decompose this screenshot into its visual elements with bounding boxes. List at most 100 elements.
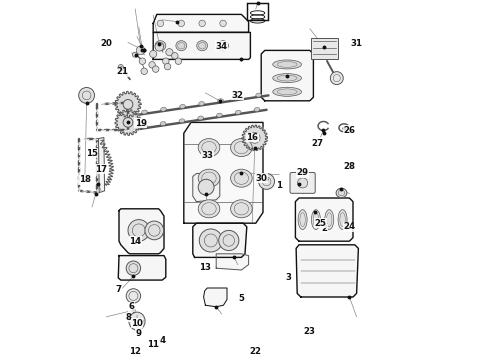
- Ellipse shape: [139, 58, 146, 64]
- Ellipse shape: [199, 20, 205, 27]
- Ellipse shape: [163, 58, 169, 64]
- Ellipse shape: [126, 261, 141, 275]
- Ellipse shape: [273, 87, 301, 96]
- Polygon shape: [153, 32, 250, 59]
- FancyBboxPatch shape: [290, 172, 315, 193]
- Ellipse shape: [129, 312, 145, 330]
- Text: 29: 29: [296, 168, 309, 177]
- Ellipse shape: [161, 107, 166, 111]
- Polygon shape: [296, 245, 358, 297]
- Circle shape: [330, 72, 343, 85]
- Ellipse shape: [231, 200, 252, 218]
- Text: 20: 20: [100, 39, 112, 48]
- Text: 2: 2: [321, 224, 327, 233]
- Text: 17: 17: [95, 165, 107, 174]
- Ellipse shape: [149, 50, 157, 58]
- Text: 33: 33: [201, 151, 213, 160]
- Text: 15: 15: [86, 149, 98, 158]
- Text: 23: 23: [304, 327, 316, 336]
- Ellipse shape: [218, 99, 223, 103]
- Text: 24: 24: [343, 222, 355, 231]
- Ellipse shape: [297, 178, 308, 188]
- Ellipse shape: [231, 139, 252, 157]
- Ellipse shape: [273, 60, 301, 69]
- Ellipse shape: [166, 49, 173, 56]
- Ellipse shape: [152, 66, 159, 72]
- Ellipse shape: [338, 210, 347, 230]
- Ellipse shape: [218, 41, 228, 51]
- Circle shape: [123, 117, 133, 127]
- Ellipse shape: [180, 104, 185, 108]
- Text: 26: 26: [343, 126, 355, 135]
- Polygon shape: [98, 138, 104, 193]
- Text: 8: 8: [125, 313, 131, 322]
- Ellipse shape: [176, 41, 187, 51]
- Polygon shape: [184, 122, 263, 223]
- Text: 34: 34: [216, 41, 228, 50]
- Ellipse shape: [336, 188, 347, 198]
- Ellipse shape: [198, 169, 220, 187]
- Ellipse shape: [325, 210, 334, 230]
- Text: 10: 10: [131, 319, 143, 328]
- Text: 13: 13: [199, 263, 211, 271]
- Text: 19: 19: [135, 118, 147, 127]
- Ellipse shape: [198, 116, 203, 120]
- Polygon shape: [216, 254, 248, 270]
- Ellipse shape: [155, 42, 164, 51]
- Bar: [247, 3, 269, 20]
- Polygon shape: [261, 50, 314, 101]
- Ellipse shape: [164, 63, 171, 70]
- Ellipse shape: [141, 68, 147, 75]
- Circle shape: [219, 230, 239, 251]
- Text: 32: 32: [232, 91, 244, 100]
- Ellipse shape: [155, 41, 166, 51]
- Polygon shape: [193, 173, 220, 202]
- Ellipse shape: [254, 108, 260, 112]
- Circle shape: [249, 132, 260, 143]
- Ellipse shape: [198, 102, 204, 105]
- Ellipse shape: [312, 210, 320, 230]
- Ellipse shape: [220, 20, 226, 27]
- Polygon shape: [119, 209, 164, 254]
- Polygon shape: [193, 223, 247, 257]
- Circle shape: [145, 221, 164, 240]
- Ellipse shape: [172, 53, 178, 59]
- Ellipse shape: [231, 169, 252, 187]
- Ellipse shape: [142, 110, 147, 114]
- Polygon shape: [295, 198, 353, 241]
- Text: 18: 18: [79, 175, 91, 184]
- Text: 6: 6: [128, 302, 135, 311]
- Text: 7: 7: [115, 285, 122, 294]
- Polygon shape: [118, 256, 166, 280]
- Text: 11: 11: [147, 341, 159, 349]
- Ellipse shape: [157, 20, 164, 27]
- Text: 16: 16: [246, 133, 258, 142]
- Text: 12: 12: [129, 346, 141, 356]
- Circle shape: [79, 87, 95, 103]
- Text: 22: 22: [250, 346, 262, 356]
- Ellipse shape: [160, 122, 166, 126]
- Text: 5: 5: [239, 294, 245, 303]
- Text: 9: 9: [136, 328, 142, 338]
- Circle shape: [123, 100, 133, 109]
- Circle shape: [199, 229, 222, 252]
- Ellipse shape: [132, 52, 138, 57]
- Text: 25: 25: [315, 219, 326, 228]
- Circle shape: [128, 220, 149, 241]
- Ellipse shape: [118, 64, 123, 71]
- Ellipse shape: [298, 210, 307, 230]
- Ellipse shape: [136, 46, 145, 55]
- Ellipse shape: [273, 74, 301, 83]
- Ellipse shape: [256, 93, 262, 97]
- Bar: [311, 38, 338, 59]
- Polygon shape: [204, 288, 227, 307]
- Ellipse shape: [175, 58, 182, 64]
- Ellipse shape: [149, 62, 155, 68]
- Circle shape: [250, 133, 260, 143]
- Text: 28: 28: [343, 162, 355, 171]
- Ellipse shape: [217, 113, 222, 117]
- Text: 21: 21: [117, 68, 128, 77]
- Text: 14: 14: [129, 237, 141, 246]
- Text: 27: 27: [311, 139, 323, 148]
- Text: 1: 1: [276, 181, 282, 190]
